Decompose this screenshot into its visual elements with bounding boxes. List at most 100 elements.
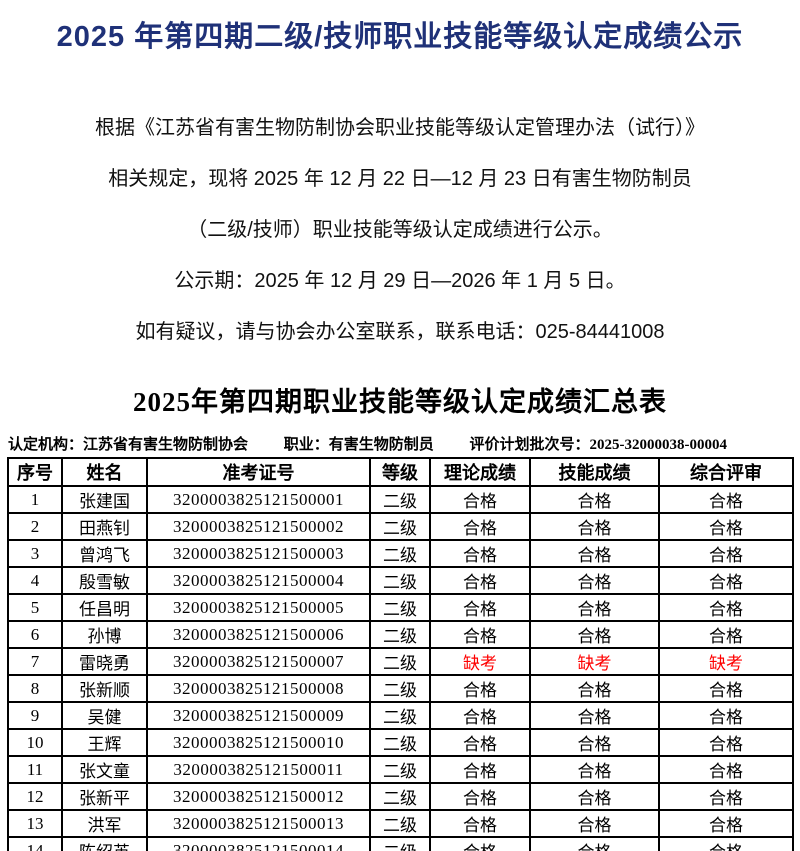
cell-exam-id: 3200003825121500005 [146, 593, 371, 622]
cell-name: 曾鸿飞 [61, 539, 148, 568]
cell-level: 二级 [369, 809, 431, 838]
cell-theory-result: 合格 [429, 539, 531, 568]
cell-skill-result: 合格 [529, 566, 660, 595]
cell-skill-result: 合格 [529, 701, 660, 730]
cell-theory-result: 合格 [429, 782, 531, 811]
header-review-result: 综合评审 [658, 457, 794, 487]
cell-index: 8 [7, 674, 63, 703]
cell-theory-result: 合格 [429, 485, 531, 514]
cell-name: 张建国 [61, 485, 148, 514]
header-skill-result: 技能成绩 [529, 457, 660, 487]
cell-skill-result: 合格 [529, 728, 660, 757]
header-name: 姓名 [61, 457, 148, 487]
cell-level: 二级 [369, 836, 431, 851]
cell-level: 二级 [369, 512, 431, 541]
table-row: 5 任昌明 3200003825121500005 二级 合格 合格 合格 [7, 593, 794, 622]
cell-name: 任昌明 [61, 593, 148, 622]
cell-index: 1 [7, 485, 63, 514]
cell-index: 9 [7, 701, 63, 730]
cell-exam-id: 3200003825121500002 [146, 512, 371, 541]
cell-theory-result: 合格 [429, 728, 531, 757]
cell-index: 6 [7, 620, 63, 649]
table-row: 9 吴健 3200003825121500009 二级 合格 合格 合格 [7, 701, 794, 730]
cell-theory-result: 合格 [429, 809, 531, 838]
cell-skill-result: 合格 [529, 539, 660, 568]
table-row: 10 王辉 3200003825121500010 二级 合格 合格 合格 [7, 728, 794, 757]
cell-theory-result: 合格 [429, 512, 531, 541]
cell-theory-result: 合格 [429, 620, 531, 649]
header-level: 等级 [369, 457, 431, 487]
batch-number-label: 评价计划批次号：2025-32000038-00004 [469, 437, 728, 453]
cell-name: 田燕钊 [61, 512, 148, 541]
cell-skill-result: 合格 [529, 620, 660, 649]
cell-review-result: 合格 [658, 539, 794, 568]
table-row: 1 张建国 3200003825121500001 二级 合格 合格 合格 [7, 485, 794, 514]
cell-review-result: 合格 [658, 512, 794, 541]
notice-line-4: 公示期：2025 年 12 月 29 日—2026 年 1 月 5 日。 [174, 270, 626, 292]
notice-line-1: 根据《江苏省有害生物防制协会职业技能等级认定管理办法（试行）》 [95, 117, 705, 139]
cell-exam-id: 3200003825121500011 [146, 755, 371, 784]
cell-level: 二级 [369, 620, 431, 649]
cell-exam-id: 3200003825121500009 [146, 701, 371, 730]
cell-theory-result: 合格 [429, 836, 531, 851]
cell-review-result: 合格 [658, 485, 794, 514]
cell-index: 12 [7, 782, 63, 811]
occupation-label: 职业：有害生物防制员 [283, 437, 434, 453]
cell-review-result: 合格 [658, 620, 794, 649]
cell-level: 二级 [369, 728, 431, 757]
notice-paragraph: 根据《江苏省有害生物防制协会职业技能等级认定管理办法（试行）》 相关规定，现将 … [0, 103, 800, 358]
cell-level: 二级 [369, 539, 431, 568]
table-row: 2 田燕钊 3200003825121500002 二级 合格 合格 合格 [7, 512, 794, 541]
header-exam-id: 准考证号 [146, 457, 371, 487]
table-row: 12 张新平 3200003825121500012 二级 合格 合格 合格 [7, 782, 794, 811]
table-row: 7 雷晓勇 3200003825121500007 二级 缺考 缺考 缺考 [7, 647, 794, 676]
cell-exam-id: 3200003825121500007 [146, 647, 371, 676]
notice-line-5: 如有疑议，请与协会办公室联系，联系电话：025-84441008 [135, 321, 665, 343]
cell-level: 二级 [369, 485, 431, 514]
cell-review-result: 合格 [658, 836, 794, 851]
cell-review-result: 合格 [658, 701, 794, 730]
cell-level: 二级 [369, 701, 431, 730]
cell-exam-id: 3200003825121500014 [146, 836, 371, 851]
cell-review-result: 合格 [658, 674, 794, 703]
cell-name: 吴健 [61, 701, 148, 730]
cell-review-result: 合格 [658, 782, 794, 811]
cell-skill-result: 缺考 [529, 647, 660, 676]
cell-index: 2 [7, 512, 63, 541]
cell-level: 二级 [369, 593, 431, 622]
table-row: 11 张文童 3200003825121500011 二级 合格 合格 合格 [7, 755, 794, 784]
cell-exam-id: 3200003825121500004 [146, 566, 371, 595]
cell-theory-result: 合格 [429, 566, 531, 595]
table-header-row: 序号 姓名 准考证号 等级 理论成绩 技能成绩 综合评审 [7, 457, 794, 487]
cell-index: 10 [7, 728, 63, 757]
results-table-body: 1 张建国 3200003825121500001 二级 合格 合格 合格 2 … [7, 485, 794, 851]
cell-theory-result: 缺考 [429, 647, 531, 676]
cell-name: 孙博 [61, 620, 148, 649]
header-index: 序号 [7, 457, 63, 487]
cell-level: 二级 [369, 755, 431, 784]
cell-theory-result: 合格 [429, 674, 531, 703]
certifying-org-label: 认定机构：江苏省有害生物防制协会 [8, 437, 249, 453]
cell-skill-result: 合格 [529, 593, 660, 622]
cell-name: 陈绍英 [61, 836, 148, 851]
notice-line-2: 相关规定，现将 2025 年 12 月 22 日—12 月 23 日有害生物防制… [108, 168, 692, 190]
cell-index: 5 [7, 593, 63, 622]
table-row: 3 曾鸿飞 3200003825121500003 二级 合格 合格 合格 [7, 539, 794, 568]
summary-table-title: 2025年第四期职业技能等级认定成绩汇总表 [133, 387, 667, 417]
cell-review-result: 合格 [658, 755, 794, 784]
page-title: 2025 年第四期二级/技师职业技能等级认定成绩公示 [56, 21, 744, 53]
cell-review-result: 合格 [658, 728, 794, 757]
cell-theory-result: 合格 [429, 755, 531, 784]
cell-level: 二级 [369, 647, 431, 676]
cell-name: 张新平 [61, 782, 148, 811]
cell-level: 二级 [369, 566, 431, 595]
cell-index: 3 [7, 539, 63, 568]
cell-exam-id: 3200003825121500003 [146, 539, 371, 568]
table-row: 14 陈绍英 3200003825121500014 二级 合格 合格 合格 [7, 836, 794, 851]
table-row: 6 孙博 3200003825121500006 二级 合格 合格 合格 [7, 620, 794, 649]
cell-index: 4 [7, 566, 63, 595]
cell-exam-id: 3200003825121500012 [146, 782, 371, 811]
table-meta-line: 认定机构：江苏省有害生物防制协会 职业：有害生物防制员 评价计划批次号：2025… [8, 433, 800, 454]
cell-skill-result: 合格 [529, 755, 660, 784]
